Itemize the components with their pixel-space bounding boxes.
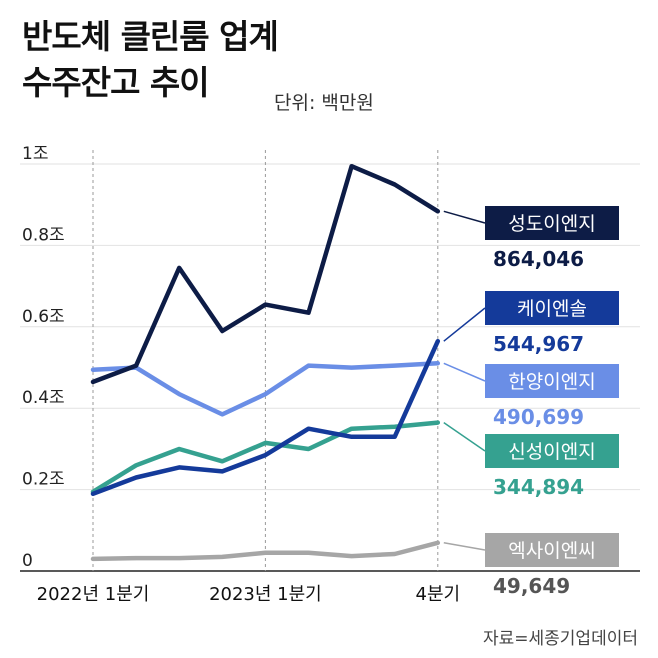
- y-tick-label: 0.2조: [22, 470, 65, 490]
- series-connector: [443, 542, 486, 551]
- series-connector: [443, 210, 486, 224]
- series-connector: [443, 307, 486, 342]
- series-name-box: [485, 364, 619, 398]
- source-note: 자료=세종기업데이터: [482, 629, 638, 649]
- series-line-4: [90, 420, 441, 495]
- series-name-label: 엑사이엔씨: [508, 540, 595, 562]
- x-tick-label: 2023년 1분기: [209, 584, 322, 605]
- chart-title: 반도체 클린룸 업계 수주잔고 추이: [22, 14, 279, 106]
- series-name-box: [485, 434, 619, 468]
- series-connector: [443, 362, 486, 382]
- series-line-5: [90, 540, 441, 562]
- title-line-2: 수주잔고 추이: [22, 63, 210, 102]
- series-final-value: 864,046: [493, 247, 584, 271]
- x-tick-label: 4분기: [416, 584, 461, 605]
- y-tick-label: 1조: [22, 144, 48, 164]
- series-line-2: [90, 338, 441, 497]
- unit-label: 단위: 백만원: [274, 92, 374, 114]
- series-name-label: 신성이엔지: [508, 441, 595, 463]
- series-name-label: 한양이엔지: [508, 371, 595, 393]
- series-line-1: [90, 163, 441, 385]
- series-name-label: 성도이엔지: [508, 213, 595, 235]
- series-final-value: 344,894: [493, 475, 584, 499]
- series-name-label: 케이엔솔: [517, 298, 587, 320]
- series-final-value: 49,649: [493, 574, 570, 598]
- series-line-3: [90, 361, 441, 417]
- series-name-box: [485, 533, 619, 567]
- series-name-box: [485, 291, 619, 325]
- series-final-value: 544,967: [493, 332, 584, 356]
- y-tick-label: 0: [22, 551, 33, 571]
- y-tick-label: 0.8조: [22, 225, 65, 245]
- title-line-1: 반도체 클린룸 업계: [22, 17, 279, 56]
- y-tick-label: 0.6조: [22, 307, 65, 327]
- x-tick-label: 2022년 1분기: [37, 584, 150, 605]
- series-name-box: [485, 206, 619, 240]
- y-tick-label: 0.4조: [22, 388, 65, 408]
- series-final-value: 490,699: [493, 405, 584, 429]
- series-connector: [443, 422, 486, 452]
